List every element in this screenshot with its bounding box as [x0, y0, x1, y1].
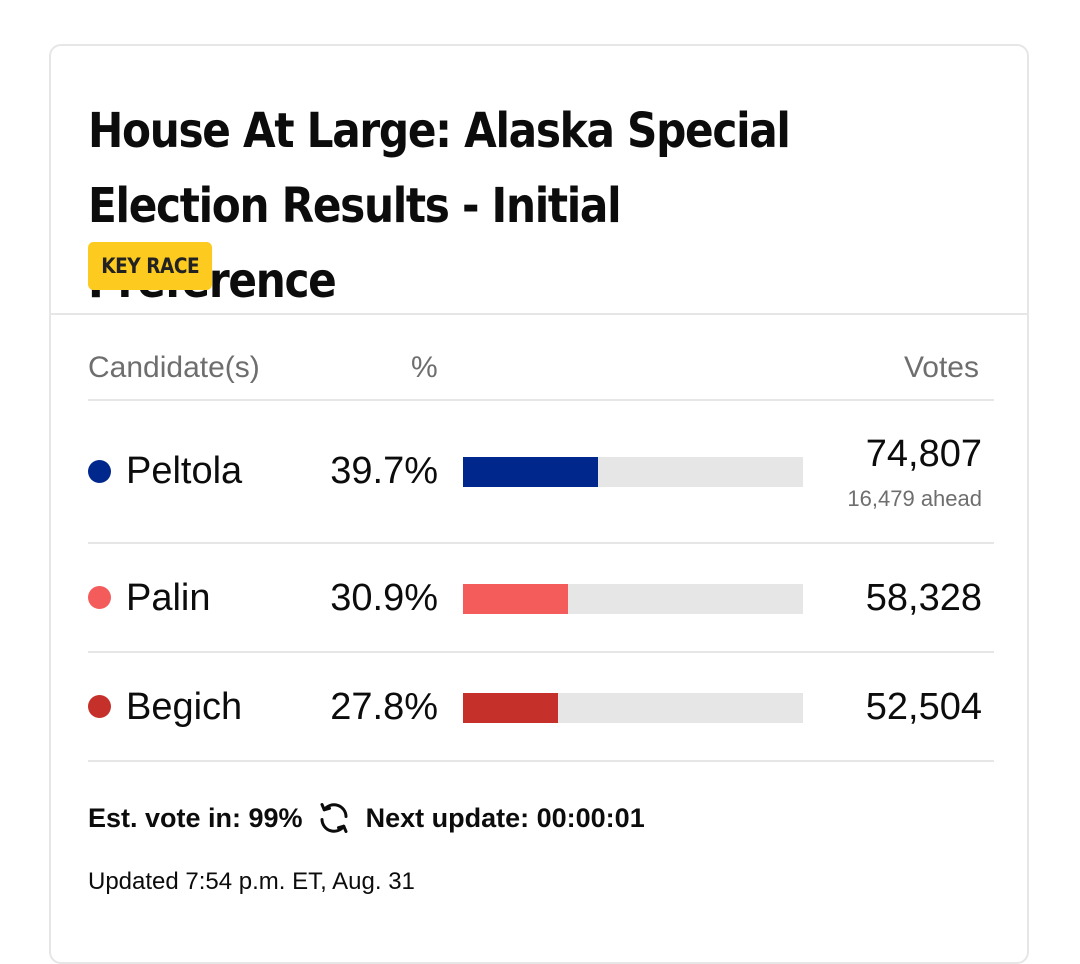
- column-header-percent: %: [411, 351, 438, 384]
- row-divider: [88, 399, 994, 401]
- candidate-row-palin: Palin 30.9% 58,328: [88, 544, 994, 650]
- reporting-status: Est. vote in: 99% Next update: 00:00:01: [88, 798, 994, 838]
- column-header-votes: Votes: [903, 351, 979, 384]
- candidate-name: Begich: [126, 686, 243, 728]
- vote-share-bar: [463, 693, 803, 723]
- vote-share-bar: [463, 584, 803, 614]
- key-race-badge: KEY RACE: [88, 242, 213, 290]
- candidate-name: Peltola: [126, 450, 243, 492]
- estimated-vote-in: Est. vote in: 99%: [88, 803, 303, 833]
- next-update-countdown: Next update: 00:00:01: [365, 803, 645, 833]
- refresh-icon: [320, 802, 348, 833]
- candidate-row-peltola: Peltola 39.7% 74,807 16,479 ahead: [88, 401, 994, 511]
- lead-margin: 16,479 ahead: [847, 486, 982, 511]
- candidate-percent: 27.8%: [330, 686, 438, 728]
- candidate-row-begich: Begich 27.8% 52,504: [88, 653, 994, 759]
- row-divider: [88, 760, 994, 762]
- vote-share-bar-fill: [463, 693, 558, 723]
- results-card: House At Large: Alaska Special Election …: [49, 44, 1029, 964]
- vote-share-bar-fill: [463, 584, 569, 614]
- card-header: House At Large: Alaska Special Election …: [51, 46, 1027, 316]
- vote-share-bar: [463, 457, 803, 487]
- party-color-dot: [88, 586, 111, 609]
- header-divider: [51, 313, 1027, 315]
- party-color-dot: [88, 695, 111, 718]
- candidate-percent: 30.9%: [330, 577, 438, 619]
- row-divider: [88, 651, 994, 653]
- party-color-dot: [88, 460, 111, 483]
- race-title: House At Large: Alaska Special Election …: [88, 103, 791, 309]
- row-divider: [88, 542, 994, 544]
- candidate-name: Palin: [126, 577, 211, 619]
- candidate-votes: 58,328: [865, 577, 982, 619]
- candidate-percent: 39.7%: [330, 450, 438, 492]
- candidate-votes: 74,807: [865, 433, 982, 475]
- vote-share-bar-fill: [463, 457, 598, 487]
- candidate-votes: 52,504: [865, 686, 982, 728]
- column-header-candidate: Candidate(s): [88, 351, 260, 384]
- last-updated: Updated 7:54 p.m. ET, Aug. 31: [88, 868, 415, 895]
